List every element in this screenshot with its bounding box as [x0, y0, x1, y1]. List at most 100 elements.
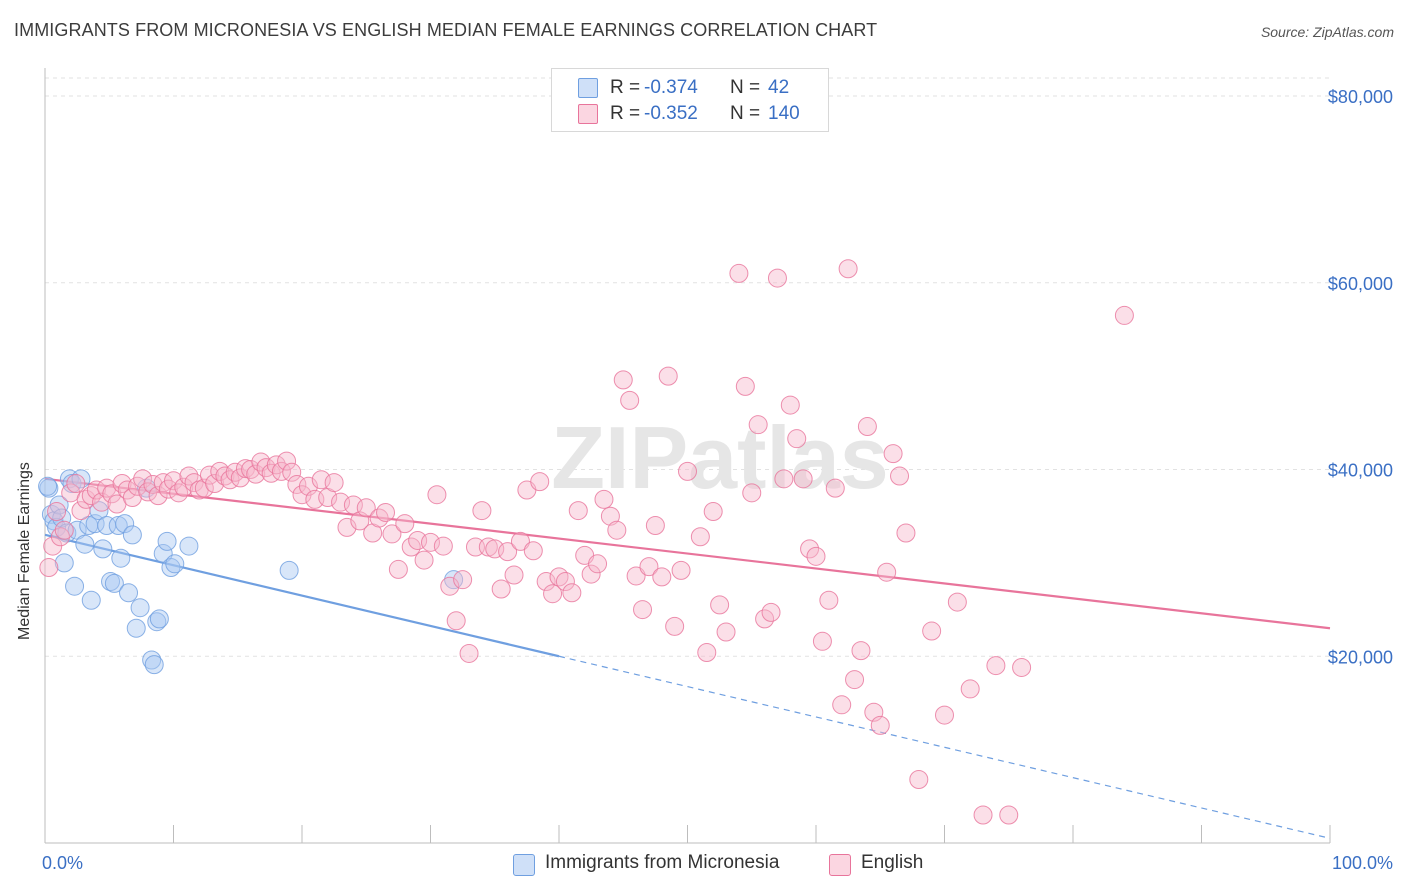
- english-point: [102, 484, 122, 504]
- english-point: [266, 455, 286, 475]
- english-point: [639, 557, 659, 577]
- english-point: [742, 483, 762, 503]
- english-point: [324, 473, 344, 493]
- english-point: [986, 656, 1006, 676]
- micronesia-point: [144, 655, 164, 675]
- english-point: [453, 570, 473, 590]
- bottom-legend-label: Immigrants from Micronesia: [545, 852, 780, 873]
- english-point: [999, 805, 1019, 825]
- english-point: [626, 566, 646, 586]
- english-point: [581, 564, 601, 584]
- english-point: [658, 366, 678, 386]
- english-trend-line: [44, 477, 1331, 630]
- english-point: [890, 466, 910, 486]
- micronesia-point: [47, 517, 67, 537]
- english-point: [857, 417, 877, 437]
- english-point: [600, 506, 620, 526]
- english-point: [774, 469, 794, 489]
- english-point: [478, 537, 498, 557]
- english-point: [174, 477, 194, 497]
- english-point: [620, 390, 640, 410]
- english-point: [179, 466, 199, 486]
- english-point: [555, 572, 575, 592]
- english-point: [607, 520, 627, 540]
- english-point: [947, 592, 967, 612]
- legend-n-label: N =: [730, 77, 761, 98]
- english-point: [225, 462, 245, 482]
- english-point: [645, 516, 665, 536]
- english-point: [433, 536, 453, 556]
- english-point: [935, 705, 954, 725]
- english-point: [205, 474, 225, 494]
- english-point: [633, 600, 653, 620]
- legend-swatch-micronesia: [578, 78, 598, 98]
- english-point: [819, 590, 839, 610]
- english-point: [678, 461, 697, 481]
- legend-row-micronesia: R = -0.374 N = 42: [552, 75, 828, 101]
- english-point: [909, 770, 929, 790]
- english-point: [543, 584, 563, 604]
- english-point: [246, 464, 266, 484]
- legend-n-label: N =: [730, 103, 761, 124]
- bottom-legend-swatch: [513, 854, 535, 876]
- english-point: [382, 524, 402, 544]
- english-point: [870, 715, 890, 735]
- micronesia-point: [147, 612, 167, 632]
- micronesia-trend-extension: [558, 655, 1331, 839]
- english-point: [748, 415, 768, 435]
- micronesia-point: [54, 553, 74, 573]
- x-tick-label: 0.0%: [42, 853, 83, 873]
- micronesia-point: [279, 560, 299, 580]
- legend-r-label: R =: [610, 77, 641, 98]
- english-point: [271, 461, 291, 481]
- english-point: [230, 468, 250, 488]
- micronesia-point: [165, 554, 185, 574]
- english-point: [851, 641, 871, 661]
- english-point: [112, 474, 132, 494]
- english-point: [793, 469, 813, 489]
- micronesia-point: [122, 525, 142, 545]
- micronesia-point: [111, 548, 131, 568]
- y-tick-label: $40,000: [1328, 461, 1393, 481]
- english-point: [735, 376, 755, 396]
- micronesia-trend-line: [44, 533, 560, 658]
- y-tick-label: $20,000: [1328, 647, 1393, 667]
- micronesia-point: [130, 598, 150, 618]
- english-point: [164, 471, 183, 491]
- y-tick-label: $80,000: [1328, 87, 1393, 107]
- english-point: [812, 631, 832, 651]
- source-label: Source: ZipAtlas.com: [1260, 24, 1394, 40]
- english-point: [388, 559, 408, 579]
- micronesia-point: [126, 618, 146, 638]
- micronesia-point: [149, 609, 169, 629]
- english-point: [421, 532, 440, 552]
- english-point: [845, 670, 865, 690]
- english-point: [472, 501, 492, 521]
- english-point: [767, 268, 787, 288]
- english-point: [427, 485, 447, 505]
- english-point: [690, 527, 710, 547]
- english-point: [671, 560, 691, 580]
- axes: [44, 68, 1331, 844]
- english-point: [568, 501, 588, 521]
- english-point: [169, 483, 189, 503]
- micronesia-point: [157, 531, 177, 551]
- y-axis-label: Median Female Earnings: [16, 462, 33, 640]
- english-point: [510, 531, 530, 551]
- english-point: [780, 395, 800, 415]
- english-point: [896, 523, 916, 543]
- english-point: [703, 502, 723, 522]
- chart-title: IMMIGRANTS FROM MICRONESIA VS ENGLISH ME…: [14, 20, 878, 40]
- micronesia-point: [108, 516, 128, 536]
- micronesia-point: [65, 576, 85, 596]
- watermark: ZIPatlas: [551, 408, 888, 507]
- english-point: [523, 541, 543, 561]
- english-point: [806, 546, 826, 566]
- english-point: [395, 514, 415, 534]
- tick-labels: $20,000 $40,000 $60,000 $80,000 0.0% 100.0%: [42, 87, 1393, 873]
- english-point: [1012, 657, 1032, 677]
- english-point: [39, 558, 59, 578]
- micronesia-point: [179, 536, 199, 556]
- english-point: [594, 489, 614, 509]
